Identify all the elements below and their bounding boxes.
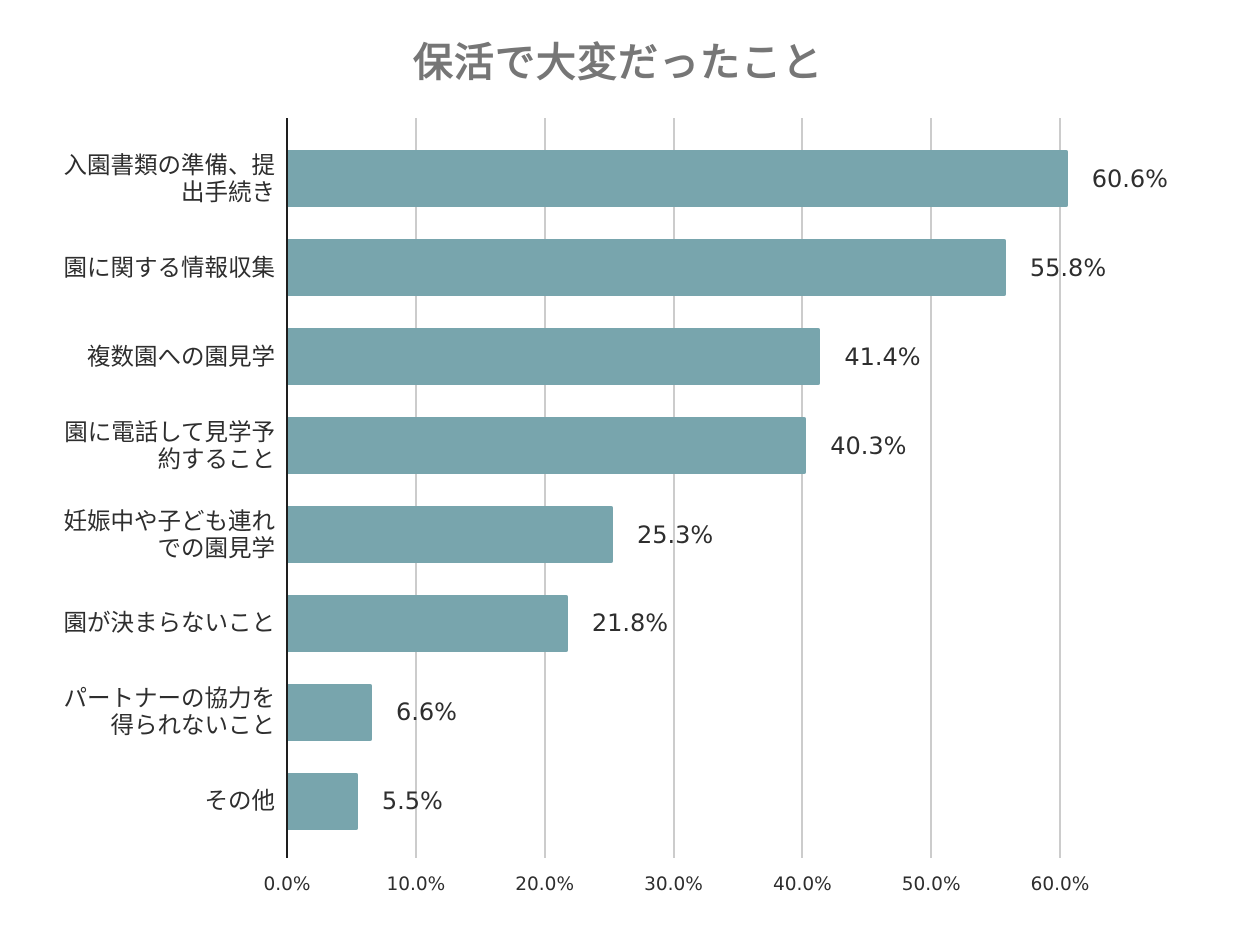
category-label-5: 園が決まらないこと bbox=[63, 608, 276, 637]
bar-5 bbox=[287, 594, 568, 652]
bar-1 bbox=[287, 239, 1006, 297]
data-label-1: 55.8% bbox=[1029, 253, 1107, 282]
data-label-5: 21.8% bbox=[591, 609, 669, 638]
data-label-6: 6.6% bbox=[396, 698, 457, 727]
data-label-4: 25.3% bbox=[636, 520, 714, 549]
bar-2 bbox=[287, 328, 821, 386]
category-label-6: パートナーの協力を得られないこと bbox=[63, 684, 276, 740]
bar-4 bbox=[287, 506, 613, 564]
category-label-3: 園に電話して見学予約すること bbox=[64, 417, 275, 473]
bar-0 bbox=[287, 150, 1068, 208]
gridline-5 bbox=[930, 118, 933, 858]
x-tick-label-5: 50.0% bbox=[901, 874, 961, 895]
x-tick-label-1: 10.0% bbox=[386, 874, 446, 895]
gridline-4 bbox=[801, 118, 804, 858]
gridline-2 bbox=[543, 118, 546, 858]
data-label-3: 40.3% bbox=[830, 431, 907, 460]
x-tick-label-6: 60.0% bbox=[1030, 874, 1090, 895]
data-label-0: 60.6% bbox=[1091, 164, 1168, 193]
category-label-7: その他 bbox=[204, 786, 276, 815]
gridline-6 bbox=[1059, 118, 1061, 858]
bar-7 bbox=[287, 772, 358, 830]
category-label-2: 複数園への園見学 bbox=[87, 342, 275, 371]
data-label-2: 41.4% bbox=[844, 342, 921, 371]
bar-3 bbox=[287, 417, 807, 475]
bar-6 bbox=[287, 683, 373, 741]
chart-title: 保活で大変だったこと bbox=[413, 40, 823, 86]
category-label-1: 園に関する情報収集 bbox=[63, 253, 276, 282]
gridline-3 bbox=[672, 118, 675, 858]
category-label-0: 入園書類の準備、提出手続き bbox=[63, 150, 276, 206]
x-tick-label-4: 40.0% bbox=[772, 874, 832, 895]
x-tick-label-3: 30.0% bbox=[644, 874, 703, 895]
data-label-7: 5.5% bbox=[381, 787, 443, 816]
x-tick-label-2: 20.0% bbox=[515, 874, 575, 895]
x-tick-label-0: 0.0% bbox=[263, 874, 311, 895]
y-axis-line bbox=[286, 118, 288, 858]
category-label-4: 妊娠中や子ども連れでの園見学 bbox=[63, 506, 276, 562]
gridline-1 bbox=[414, 118, 417, 858]
